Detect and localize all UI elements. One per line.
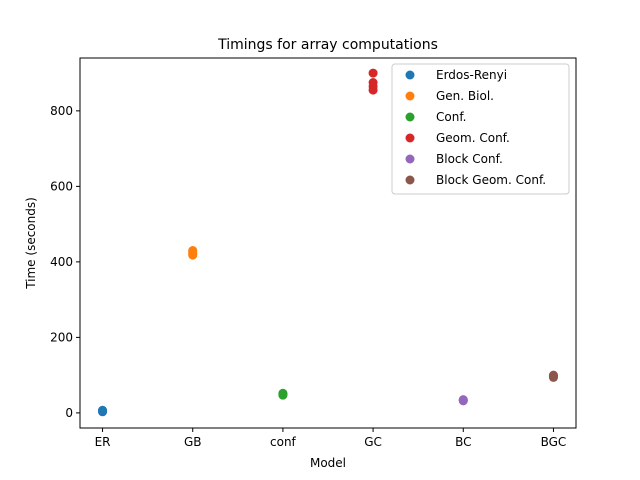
chart-title: Timings for array computations [217, 37, 438, 53]
x-tick-label: BGC [541, 435, 567, 449]
x-axis: ER GB conf GC BC BGC [95, 428, 567, 449]
legend-marker [405, 112, 415, 122]
legend-label: Geom. Conf. [436, 131, 510, 145]
data-point [548, 370, 558, 380]
y-tick-label: 600 [50, 179, 73, 193]
legend-marker [405, 175, 415, 185]
y-axis: 0 200 400 600 800 [50, 104, 80, 420]
legend-marker [405, 70, 415, 80]
x-axis-label: Model [310, 456, 346, 470]
legend-marker [405, 154, 415, 164]
x-tick-label: conf [270, 435, 297, 449]
legend-label: Block Geom. Conf. [436, 173, 546, 187]
data-point [188, 246, 198, 256]
y-tick-label: 200 [50, 330, 73, 344]
data-point [458, 395, 468, 405]
plot-area [79, 57, 577, 429]
legend-label: Conf. [436, 110, 467, 124]
data-point [278, 388, 288, 398]
y-tick-label: 800 [50, 104, 73, 118]
data-point [368, 68, 378, 78]
x-tick-label: BC [455, 435, 471, 449]
data-points [98, 68, 558, 417]
x-tick-label: GC [364, 435, 382, 449]
x-tick-label: GB [184, 435, 202, 449]
legend-label: Block Conf. [436, 152, 503, 166]
data-point [98, 405, 108, 415]
legend-box [391, 63, 570, 195]
y-axis-label: Time (seconds) [24, 197, 38, 290]
legend: Erdos-Renyi Gen. Biol. Conf. Geom. Conf. Blo… [391, 63, 570, 195]
legend-label: Gen. Biol. [436, 89, 494, 103]
data-point [368, 78, 378, 88]
legend-label: Erdos-Renyi [436, 68, 507, 82]
y-tick-label: 400 [50, 255, 73, 269]
legend-marker [405, 91, 415, 101]
y-tick-label: 0 [65, 406, 73, 420]
legend-marker [405, 133, 415, 143]
x-tick-label: ER [95, 435, 111, 449]
